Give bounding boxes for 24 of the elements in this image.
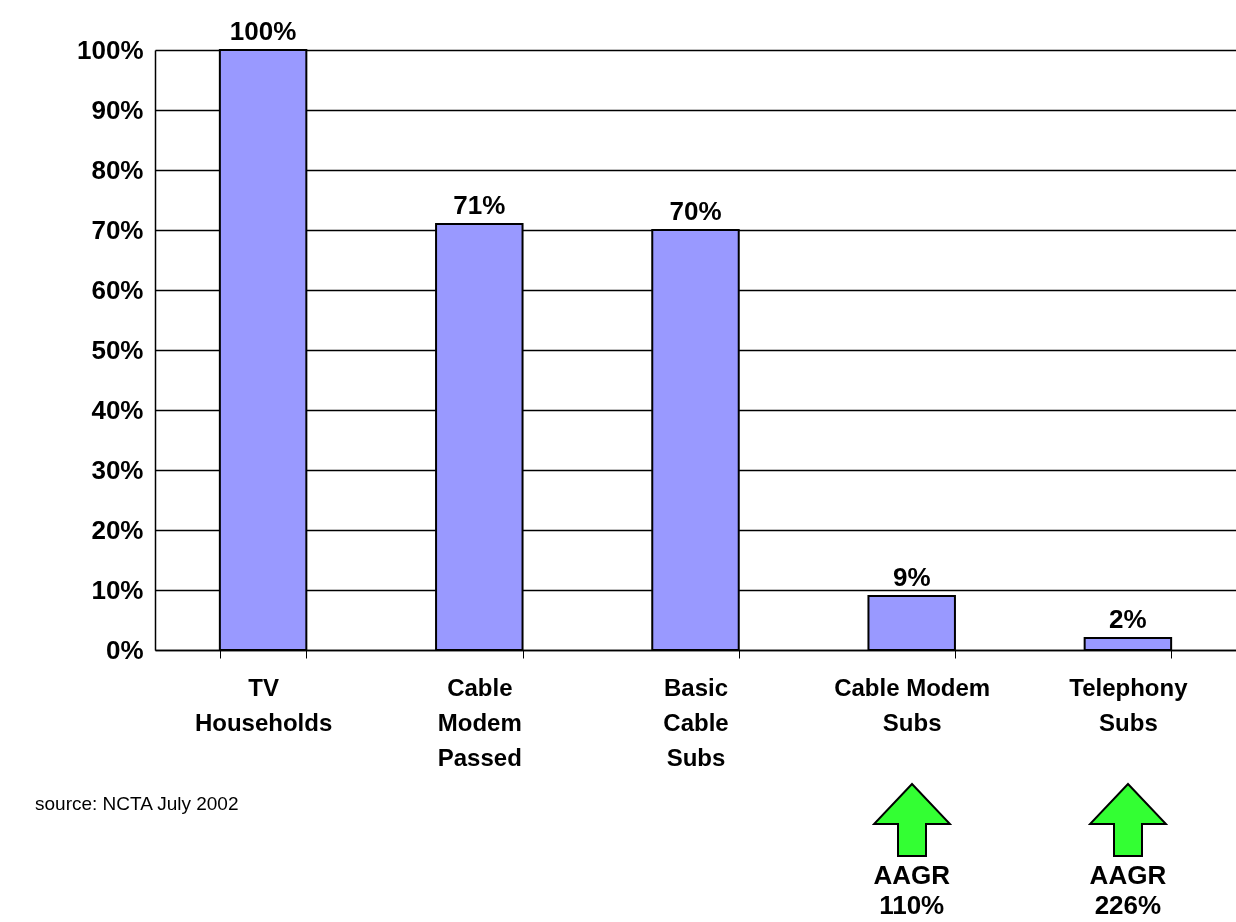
text: AAGR 110% xyxy=(872,860,951,920)
y-tick-label: 50% xyxy=(91,334,144,365)
data-label: 2% xyxy=(1109,604,1147,634)
x-tick-label: Telephony Subs xyxy=(1069,673,1189,736)
y-tick-label: 0% xyxy=(105,634,144,665)
y-tick-label: 60% xyxy=(91,274,144,305)
data-label: 71% xyxy=(453,190,506,220)
data-label: 70% xyxy=(669,196,722,226)
source-note: source: NCTA July 2002 xyxy=(35,793,239,815)
x-tick-label: Basic Cable Subs xyxy=(663,673,729,771)
y-tick-label: 100% xyxy=(77,34,144,65)
x-tick-label: TV Households xyxy=(194,673,333,736)
data-label: 100% xyxy=(229,16,297,46)
y-tick-label: 20% xyxy=(91,514,144,545)
data-label: 9% xyxy=(892,562,931,592)
y-tick-label: 10% xyxy=(91,574,144,605)
y-tick-label: 40% xyxy=(91,394,144,425)
text: AAGR 226% xyxy=(1088,860,1168,920)
y-tick-label: 70% xyxy=(91,214,144,245)
y-tick-label: 90% xyxy=(91,94,144,125)
x-tick-label: Cable Modem Subs xyxy=(834,673,991,736)
y-tick-label: 80% xyxy=(91,154,144,185)
x-tick-label: Cable Modem Passed xyxy=(437,673,522,771)
y-tick-label: 30% xyxy=(91,454,144,485)
